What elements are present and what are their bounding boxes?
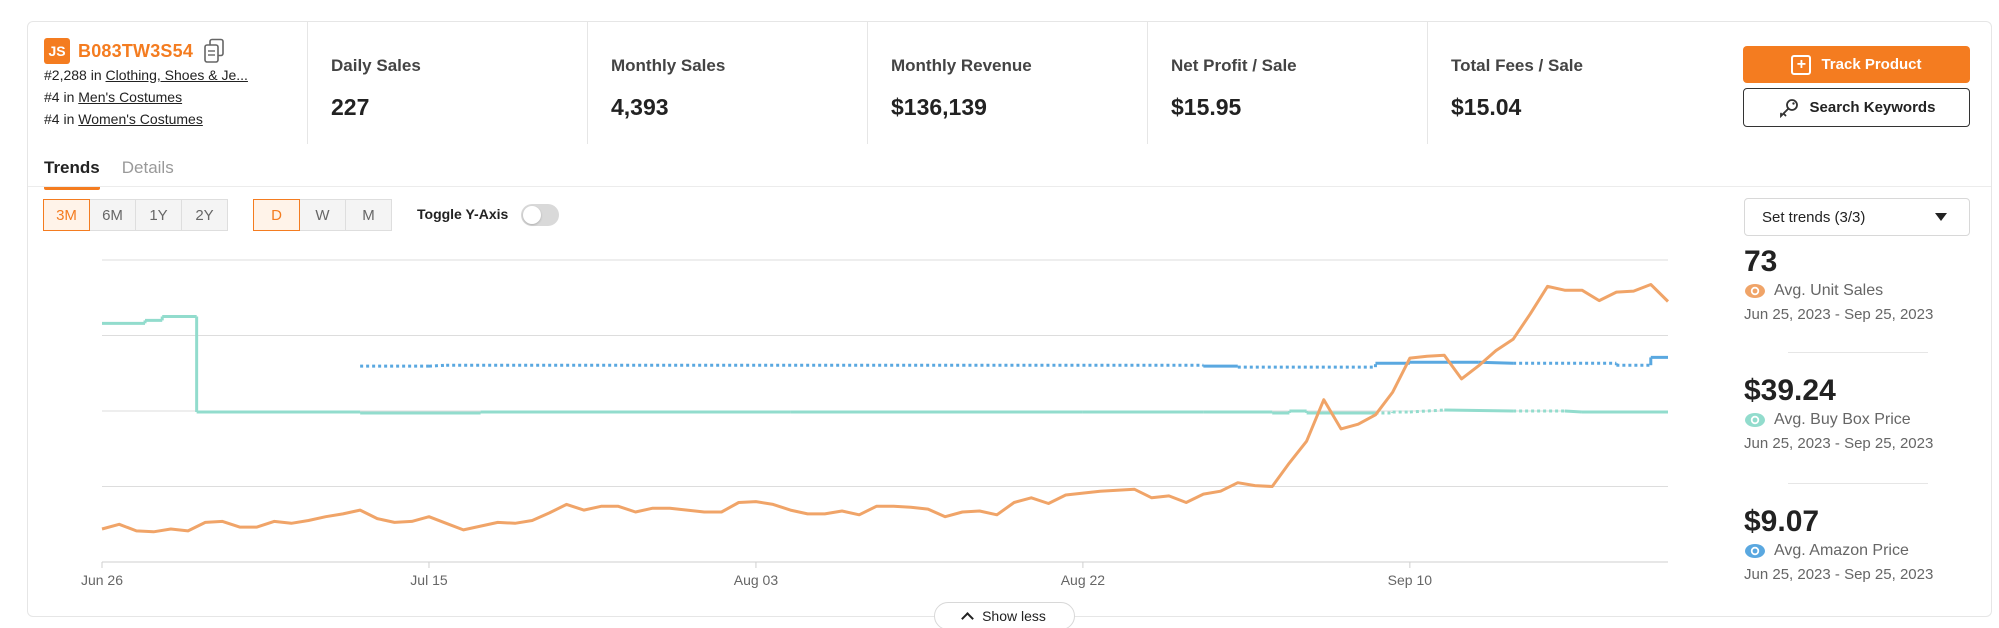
stat-monthly-revenue: Monthly Revenue $136,139 <box>867 22 1147 144</box>
granularity-monthly[interactable]: M <box>345 199 392 231</box>
x-tick-label: Jul 15 <box>410 572 448 588</box>
stat-total-fees: Total Fees / Sale $15.04 <box>1427 22 1707 144</box>
stat-value: $136,139 <box>891 94 987 120</box>
range-1y[interactable]: 1Y <box>135 199 182 231</box>
stat-label: Net Profit / Sale <box>1171 56 1297 75</box>
granularity-weekly[interactable]: W <box>299 199 346 231</box>
x-tick-label: Aug 03 <box>734 572 779 588</box>
track-product-button[interactable]: + Track Product <box>1743 46 1970 83</box>
range-2y[interactable]: 2Y <box>181 199 228 231</box>
stat-value: $15.95 <box>1171 94 1242 120</box>
eye-icon[interactable] <box>1744 412 1766 428</box>
x-tick-label: Sep 10 <box>1388 572 1433 588</box>
range-3m[interactable]: 3M <box>43 199 90 231</box>
key-icon <box>1779 98 1798 118</box>
tab-details[interactable]: Details <box>121 158 174 177</box>
category-link[interactable]: Women's Costumes <box>78 111 203 127</box>
chevron-up-icon <box>961 612 974 625</box>
search-keywords-label: Search Keywords <box>1809 99 1936 116</box>
toggle-y-axis-label: Toggle Y-Axis <box>417 206 509 222</box>
range-6m[interactable]: 6M <box>89 199 136 231</box>
granularity-selector: D W M <box>253 199 392 231</box>
metric-unit-sales: 73 Avg. Unit Sales Jun 25, 2023 - Sep 25… <box>1744 244 1984 323</box>
tab-trends[interactable]: Trends <box>44 158 100 190</box>
stat-net-profit: Net Profit / Sale $15.95 <box>1147 22 1427 144</box>
stat-label: Monthly Revenue <box>891 56 1032 75</box>
metric-date-range: Jun 25, 2023 - Sep 25, 2023 <box>1744 566 1934 583</box>
stat-value: 227 <box>331 94 370 120</box>
tab-bar: Trends Details <box>44 158 196 190</box>
unit-sales-series <box>101 283 1670 534</box>
category-link[interactable]: Clothing, Shoes & Je... <box>105 67 248 83</box>
product-info: JS B083TW3S54 #2,288 in Clothing, Shoes … <box>44 38 294 130</box>
granularity-daily[interactable]: D <box>253 199 300 231</box>
show-less-label: Show less <box>982 608 1046 624</box>
metric-date-range: Jun 25, 2023 - Sep 25, 2023 <box>1744 306 1934 323</box>
buy-box-price-series-segment <box>1564 409 1583 414</box>
copy-icon[interactable] <box>203 38 225 64</box>
eye-icon[interactable] <box>1744 283 1766 299</box>
set-trends-label: Set trends (3/3) <box>1762 208 1866 226</box>
tab-divider <box>28 186 1991 187</box>
amazon-price-series <box>360 355 1668 369</box>
rank-line: #2,288 in Clothing, Shoes & Je... <box>44 67 248 83</box>
product-asin[interactable]: B083TW3S54 <box>78 40 194 61</box>
x-tick-label: Aug 22 <box>1061 572 1106 588</box>
metric-value: $9.07 <box>1744 505 1820 538</box>
stat-label: Monthly Sales <box>611 56 726 75</box>
caret-down-icon <box>1935 213 1947 221</box>
show-less-button[interactable]: Show less <box>934 602 1075 628</box>
metric-name: Avg. Unit Sales <box>1774 282 1884 299</box>
buy-box-price-series <box>102 315 1668 415</box>
metric-value: 73 <box>1744 245 1778 278</box>
stat-daily-sales: Daily Sales 227 <box>307 22 587 144</box>
metric-divider <box>1788 483 1928 484</box>
product-card <box>27 21 1992 617</box>
rank-line: #4 in Women's Costumes <box>44 111 203 127</box>
unit-sales-series-line <box>101 283 1670 534</box>
metric-name: Avg. Amazon Price <box>1774 542 1909 559</box>
stat-label: Total Fees / Sale <box>1451 56 1583 75</box>
stat-value: 4,393 <box>611 94 669 120</box>
toggle-y-axis-switch[interactable] <box>521 204 559 226</box>
x-tick-label: Jun 26 <box>81 572 123 588</box>
buy-box-price-series-segment <box>1444 408 1514 413</box>
search-keywords-button[interactable]: Search Keywords <box>1743 88 1970 127</box>
amazon-price-series-segment <box>428 363 447 368</box>
plus-icon: + <box>1791 54 1812 75</box>
toggle-knob <box>523 206 541 224</box>
eye-icon[interactable] <box>1744 543 1766 559</box>
rank-line: #4 in Men's Costumes <box>44 89 183 105</box>
metric-divider <box>1788 352 1928 353</box>
stat-monthly-sales: Monthly Sales 4,393 <box>587 22 867 144</box>
metric-name: Avg. Buy Box Price <box>1774 411 1911 428</box>
metric-value: $39.24 <box>1744 374 1836 407</box>
set-trends-dropdown[interactable]: Set trends (3/3) <box>1744 198 1970 236</box>
range-selector: 3M 6M 1Y 2Y <box>43 199 228 231</box>
metric-buy-box-price: $39.24 Avg. Buy Box Price Jun 25, 2023 -… <box>1744 373 1984 452</box>
stat-label: Daily Sales <box>331 56 421 75</box>
track-product-label: Track Product <box>1821 56 1922 73</box>
metric-amazon-price: $9.07 Avg. Amazon Price Jun 25, 2023 - S… <box>1744 504 1984 583</box>
stat-value: $15.04 <box>1451 94 1522 120</box>
stats-bar: Daily Sales 227 Monthly Sales 4,393 Mont… <box>307 22 1707 144</box>
metric-date-range: Jun 25, 2023 - Sep 25, 2023 <box>1744 435 1934 452</box>
jungle-scout-logo: JS <box>44 38 70 64</box>
category-link[interactable]: Men's Costumes <box>78 89 183 105</box>
trend-chart: Jun 26 Jul 15 Aug 03 Aug 22 Sep 10 <box>81 259 1670 588</box>
